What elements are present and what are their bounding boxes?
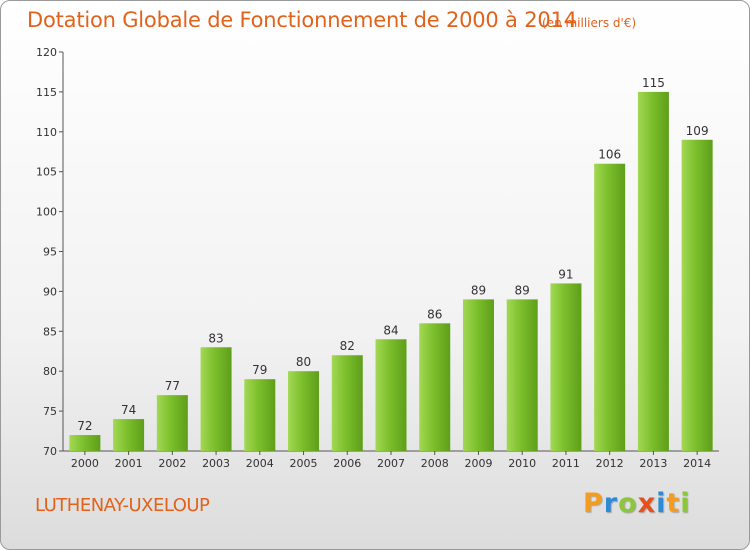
x-tick-label: 2004 xyxy=(246,457,274,470)
logo-letter: i xyxy=(656,488,667,519)
bar-value-label: 86 xyxy=(427,307,442,321)
bar xyxy=(550,283,582,451)
y-tick-label: 110 xyxy=(36,126,57,139)
chart-labels: 72 74 77 83 79 80 82 84 86 89 89 91 106 115 109 xyxy=(77,76,708,433)
x-tick-label: 2003 xyxy=(202,457,230,470)
x-tick-label: 2006 xyxy=(333,457,361,470)
bar-value-label: 83 xyxy=(208,331,223,345)
y-tick-label: 80 xyxy=(43,365,57,378)
bar-value-label: 80 xyxy=(296,355,311,369)
bar xyxy=(244,379,276,451)
x-tick-label: 2005 xyxy=(290,457,318,470)
x-tick-label: 2012 xyxy=(596,457,624,470)
bar xyxy=(594,163,626,451)
bar xyxy=(69,435,101,451)
y-tick-label: 90 xyxy=(43,285,57,298)
proxiti-logo[interactable]: Proxiti xyxy=(583,488,691,519)
logo-letter: o xyxy=(618,488,638,519)
logo-letter: r xyxy=(603,488,619,519)
logo-letter: P xyxy=(583,488,604,519)
x-tick-label: 2007 xyxy=(377,457,405,470)
x-tick-label: 2014 xyxy=(683,457,711,470)
x-tick-label: 2009 xyxy=(464,457,492,470)
logo-letter: i xyxy=(680,488,691,519)
bar-value-label: 74 xyxy=(121,403,136,417)
bar xyxy=(288,371,320,451)
y-tick-label: 70 xyxy=(43,445,57,458)
y-tick-label: 120 xyxy=(36,46,57,59)
y-tick-label: 75 xyxy=(43,405,57,418)
x-tick-label: 2002 xyxy=(158,457,186,470)
bar-value-label: 106 xyxy=(598,148,621,162)
chart-title: Dotation Globale de Fonctionnement de 20… xyxy=(27,8,577,32)
bar-value-label: 84 xyxy=(383,323,398,337)
bar xyxy=(156,395,188,451)
bar xyxy=(419,323,451,451)
bar-value-label: 89 xyxy=(471,283,486,297)
x-tick-label: 2001 xyxy=(115,457,143,470)
x-tick-label: 2000 xyxy=(71,457,99,470)
bar-value-label: 89 xyxy=(515,283,530,297)
bar-value-label: 82 xyxy=(340,339,355,353)
bar xyxy=(331,355,363,451)
chart-axes: 70 75 80 85 90 95 100 105 110 115 120 2000 2001 2002 2… xyxy=(36,46,719,470)
logo-letter: x xyxy=(637,488,657,519)
x-tick-label: 2010 xyxy=(508,457,536,470)
y-tick-label: 95 xyxy=(43,246,57,259)
bar-value-label: 77 xyxy=(165,379,180,393)
x-tick-label: 2013 xyxy=(639,457,667,470)
bar-value-label: 72 xyxy=(77,419,92,433)
bar xyxy=(113,419,145,451)
chart-subtitle: (en milliers d'€) xyxy=(542,16,637,30)
y-tick-label: 85 xyxy=(43,325,57,338)
x-tick-label: 2011 xyxy=(552,457,580,470)
bar xyxy=(681,139,713,451)
y-tick-label: 105 xyxy=(36,166,57,179)
y-tick-label: 100 xyxy=(36,206,57,219)
commune-name: LUTHENAY-UXELOUP xyxy=(35,495,210,516)
y-tick-label: 115 xyxy=(36,86,57,99)
x-tick-label: 2008 xyxy=(421,457,449,470)
bar xyxy=(637,91,669,452)
bar-value-label: 91 xyxy=(558,267,573,281)
bar xyxy=(462,299,494,451)
bar-value-label: 115 xyxy=(642,76,665,90)
bar xyxy=(200,347,232,451)
bar xyxy=(375,339,407,451)
bar-value-label: 109 xyxy=(686,124,709,138)
logo-letter: t xyxy=(666,488,681,519)
bar xyxy=(506,299,538,451)
bar-value-label: 79 xyxy=(252,363,267,377)
chart-bars xyxy=(69,91,713,452)
